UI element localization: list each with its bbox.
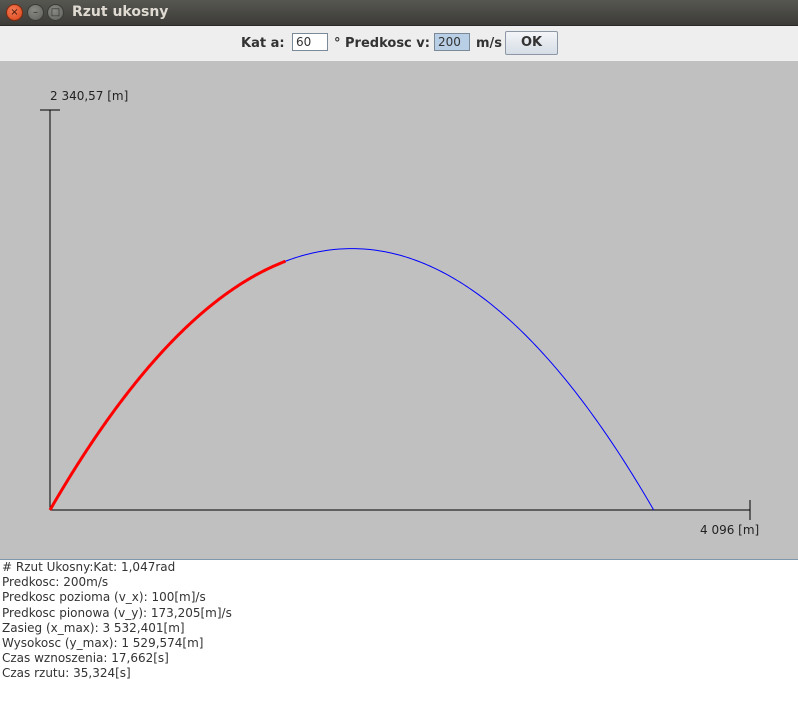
result-line: Zasieg (x_max): 3 532,401[m]: [2, 620, 185, 635]
result-line: Czas wznoszenia: 17,662[s]: [2, 651, 169, 666]
speed-unit-label: m/s: [476, 36, 503, 51]
speed-input[interactable]: 200: [434, 33, 470, 51]
result-line: Predkosc pozioma (v_x): 100[m]/s: [2, 590, 206, 605]
result-line: Wysokosc (y_max): 1 529,574[m]: [2, 636, 204, 651]
trajectory-path: [49, 248, 655, 511]
maximize-icon: □: [50, 6, 61, 18]
window-title: Rzut ukosny: [72, 4, 169, 20]
y-axis-max-label: 2 340,57 [m]: [50, 89, 129, 103]
minimize-window-button[interactable]: –: [27, 4, 44, 21]
minimize-icon: –: [33, 6, 38, 18]
result-line: Predkosc: 200m/s: [2, 575, 109, 590]
result-line: Predkosc pionowa (v_y): 173,205[m]/s: [2, 605, 232, 620]
result-line: # Rzut Ukosny:Kat: 1,047rad: [2, 560, 176, 574]
close-icon: ×: [10, 6, 19, 18]
close-window-button[interactable]: ×: [6, 4, 23, 21]
parameters-toolbar: Kat a: 60 ° Predkosc v: 200 m/s OK: [0, 26, 798, 60]
trajectory-canvas: 2 340,57 [m] 4 096 [m]: [0, 61, 798, 559]
window-title-bar: × – □ Rzut ukosny: [0, 0, 798, 26]
maximize-window-button[interactable]: □: [47, 4, 64, 21]
ok-button[interactable]: OK: [505, 31, 558, 55]
x-axis-max-label: 4 096 [m]: [700, 523, 760, 537]
angle-label: Kat a:: [241, 36, 285, 51]
result-line: Czas rzutu: 35,324[s]: [2, 666, 131, 681]
angle-input[interactable]: 60: [292, 33, 328, 51]
traveled-path: [48, 259, 286, 511]
results-text-area[interactable]: # Rzut Ukosny:Kat: 1,047rad Predkosc: 200…: [0, 559, 798, 710]
trajectory-plot: [40, 109, 751, 520]
speed-label: ° Predkosc v:: [334, 36, 430, 51]
